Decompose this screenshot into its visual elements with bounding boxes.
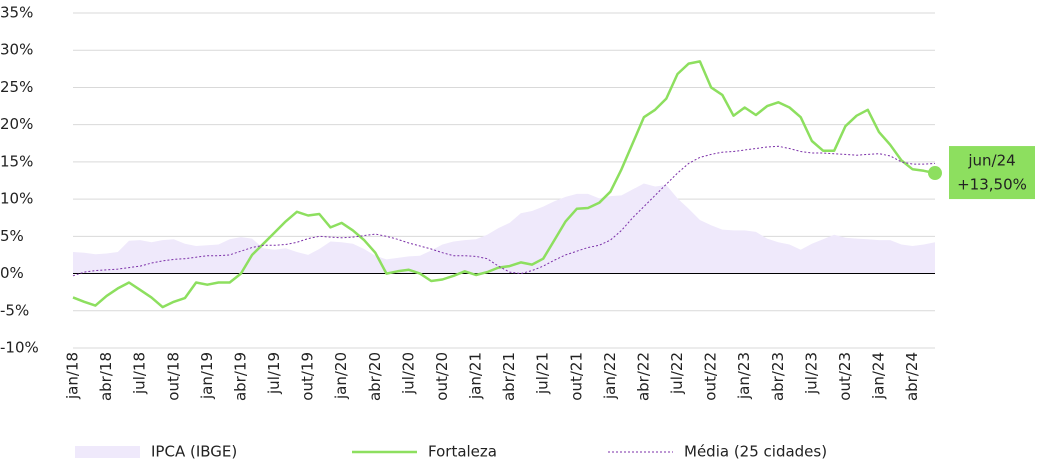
- value-label: +13,50%: [957, 176, 1027, 194]
- y-tick-label: 20%: [0, 115, 33, 133]
- x-tick-label: abr/20: [366, 352, 384, 401]
- x-tick-label: jul/23: [802, 352, 820, 395]
- x-tick-label: jan/20: [332, 352, 350, 400]
- legend-label: IPCA (IBGE): [151, 443, 237, 461]
- y-tick-label: 30%: [0, 41, 33, 59]
- x-tick-label: jul/19: [265, 352, 283, 395]
- x-tick-label: jan/21: [467, 352, 485, 400]
- line: [72, 60, 936, 309]
- x-tick-label: jul/22: [668, 352, 686, 395]
- x-tick-label: jan/24: [870, 352, 888, 400]
- x-tick-label: jul/21: [534, 352, 552, 395]
- x-tick-label: out/22: [702, 352, 720, 401]
- x-tick-label: abr/18: [97, 352, 115, 401]
- legend-label: Fortaleza: [428, 443, 497, 461]
- x-tick-label: out/23: [836, 352, 854, 401]
- y-tick-label: 25%: [0, 78, 33, 96]
- x-tick-label: jan/23: [735, 352, 753, 400]
- x-tick-label: abr/24: [903, 352, 921, 401]
- x-tick-label: abr/21: [500, 352, 518, 401]
- area: [73, 183, 935, 274]
- x-tick-label: abr/23: [769, 352, 787, 401]
- y-tick-label: 5%: [0, 227, 24, 245]
- x-tick-label: jan/18: [64, 352, 82, 400]
- x-tick-label: jul/20: [399, 352, 417, 395]
- x-tick-label: jan/19: [198, 352, 216, 400]
- line: [72, 145, 936, 277]
- x-tick-label: out/21: [567, 352, 585, 401]
- x-tick-label: out/18: [164, 352, 182, 401]
- y-tick-label: 0%: [0, 264, 24, 282]
- y-tick-label: -5%: [0, 301, 29, 319]
- x-tick-label: abr/22: [634, 352, 652, 401]
- x-tick-label: abr/19: [231, 352, 249, 401]
- y-tick-label: 10%: [0, 190, 33, 208]
- end-marker: [928, 166, 942, 181]
- callout-label: jun/24: [967, 152, 1015, 170]
- y-tick-label: 15%: [0, 152, 33, 170]
- y-tick-label: -10%: [0, 339, 39, 357]
- x-tick-label: out/20: [433, 352, 451, 401]
- callout-box: [949, 146, 1035, 200]
- x-tick-label: jul/18: [131, 352, 149, 395]
- legend-swatch: [75, 446, 140, 458]
- y-tick-label: 35%: [0, 4, 33, 22]
- x-tick-label: out/19: [299, 352, 317, 401]
- legend-label: Média (25 cidades): [684, 443, 827, 461]
- x-tick-label: jan/22: [601, 352, 619, 400]
